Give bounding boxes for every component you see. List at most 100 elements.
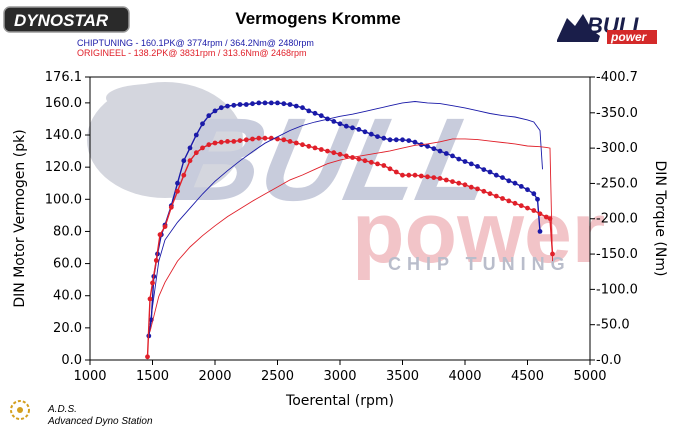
chiptuning-power-point <box>193 132 199 138</box>
origineel-power-point <box>218 139 224 145</box>
origineel-power-point <box>525 205 530 211</box>
origineel-power-point <box>356 156 362 162</box>
ads-sun-icon <box>10 400 30 420</box>
chiptuning-power-point <box>312 110 318 116</box>
chiptuning-power-point <box>412 139 418 145</box>
chiptuning-power-point <box>175 180 180 186</box>
watermark: BULL power CHIP TUNING <box>87 82 605 281</box>
ads-line2: Advanced Dyno Station <box>47 416 153 427</box>
chiptuning-power-point <box>187 145 193 151</box>
y-right-tick-label: -250.0 <box>596 176 638 191</box>
bull-power-logo: BULL power <box>557 13 657 44</box>
y-right-tick-label: -100.0 <box>596 282 638 297</box>
chiptuning-power-point <box>493 172 499 178</box>
origineel-power-point <box>518 203 524 209</box>
origineel-power-point <box>145 354 150 360</box>
dynostar-logo-badge <box>3 6 130 33</box>
origineel-power-point <box>531 208 537 213</box>
dynostar-logo-text: DYNOSTAR <box>14 11 109 30</box>
origineel-power-point <box>475 186 480 192</box>
origineel-power-point <box>243 137 249 143</box>
chiptuning-power-point <box>250 101 255 107</box>
origineel-power-point <box>175 188 180 194</box>
origineel-power-point <box>337 151 343 157</box>
origineel-power-point <box>147 296 153 302</box>
origineel-power-point <box>262 135 268 141</box>
chiptuning-power-point <box>535 196 540 202</box>
x-tick-label: 1000 <box>73 369 106 384</box>
chiptuning-power-point <box>512 180 518 186</box>
x-axis-label: Toerental (rpm) <box>285 393 394 409</box>
origineel-power-point <box>450 179 455 185</box>
origineel-power-point <box>318 147 324 152</box>
chiptuning-power-point <box>275 100 280 106</box>
origineel-power-point <box>368 159 374 165</box>
chiptuning-power-point <box>287 102 293 107</box>
origineel-power-point <box>506 198 512 204</box>
origineel-power-point <box>406 172 412 178</box>
chiptuning-power-point <box>343 123 349 129</box>
chiptuning-power-point <box>231 102 237 108</box>
origineel-power-point <box>331 150 337 156</box>
x-tick-label: 3500 <box>386 369 419 384</box>
origineel-power-point <box>212 140 218 146</box>
origineel-power-point <box>393 169 399 175</box>
watermark-bull-text: BULL <box>164 94 507 226</box>
chiptuning-power-point <box>268 100 274 106</box>
y-left-tick-label: 60.0 <box>53 257 82 272</box>
chiptuning-power-point <box>525 187 530 193</box>
origineel-power-point <box>325 148 330 154</box>
legend-chiptuning: CHIPTUNING - 160.1PK@ 3774rpm / 364.2Nm@… <box>77 38 314 48</box>
origineel-torque-line <box>149 138 553 332</box>
y-left-tick-label: 80.0 <box>53 224 82 239</box>
y-left-tick-label: 100.0 <box>45 192 82 207</box>
chiptuning-power-point <box>518 184 524 189</box>
chiptuning-power-point <box>500 175 505 181</box>
chiptuning-power-point <box>281 101 287 107</box>
chiptuning-power-point <box>200 121 205 127</box>
chiptuning-power-point <box>337 121 343 127</box>
chiptuning-power-point <box>181 158 187 164</box>
chiptuning-power-point <box>487 169 493 175</box>
y-right-tick-label: -200.0 <box>596 212 638 227</box>
origineel-power-point <box>150 280 155 286</box>
chiptuning-power-point <box>318 113 324 119</box>
y-right-tick-label: -400.7 <box>596 70 638 85</box>
origineel-power-point <box>231 139 237 144</box>
chiptuning-power-point <box>256 100 262 106</box>
origineel-power-point <box>153 258 159 263</box>
chiptuning-power-point <box>381 135 387 141</box>
chiptuning-power-point <box>300 105 305 111</box>
chart-title: Vermogens Kromme <box>235 9 400 28</box>
ads-sun-core-icon <box>17 407 23 413</box>
x-tick-label: 4000 <box>448 369 481 384</box>
y-left-tick-label: 40.0 <box>53 289 82 304</box>
chiptuning-power-point <box>375 134 380 140</box>
y-right-tick-label: -300.0 <box>596 141 638 156</box>
origineel-power-point <box>293 140 299 146</box>
chiptuning-power-point <box>243 102 249 107</box>
chiptuning-power-point <box>387 137 393 143</box>
origineel-power-point <box>425 174 430 180</box>
origineel-power-point <box>481 188 487 194</box>
chiptuning-power-point <box>450 153 455 159</box>
dynostar-logo: DYNOSTAR <box>3 6 130 33</box>
origineel-power-point <box>168 204 174 210</box>
origineel-power-point <box>256 135 262 141</box>
ads-line1: A.D.S. <box>47 404 77 415</box>
origineel-power-point <box>157 232 163 238</box>
chiptuning-power-point <box>218 105 224 111</box>
chiptuning-power-point <box>362 129 368 135</box>
ads-logo: A.D.S. Advanced Dyno Station <box>10 400 153 427</box>
chiptuning-power-point <box>431 146 437 152</box>
chiptuning-power-point <box>368 131 374 137</box>
origineel-power-point <box>306 143 312 149</box>
chiptuning-power-point <box>481 167 487 173</box>
bull-logo-power-badge <box>607 30 657 44</box>
x-tick-label: 4500 <box>511 369 544 384</box>
y-right-tick-label: -150.0 <box>596 247 638 262</box>
chiptuning-power-point <box>206 113 212 119</box>
origineel-power-point <box>387 166 393 172</box>
chiptuning-power-point <box>506 178 512 184</box>
chiptuning-power-point <box>425 143 430 149</box>
